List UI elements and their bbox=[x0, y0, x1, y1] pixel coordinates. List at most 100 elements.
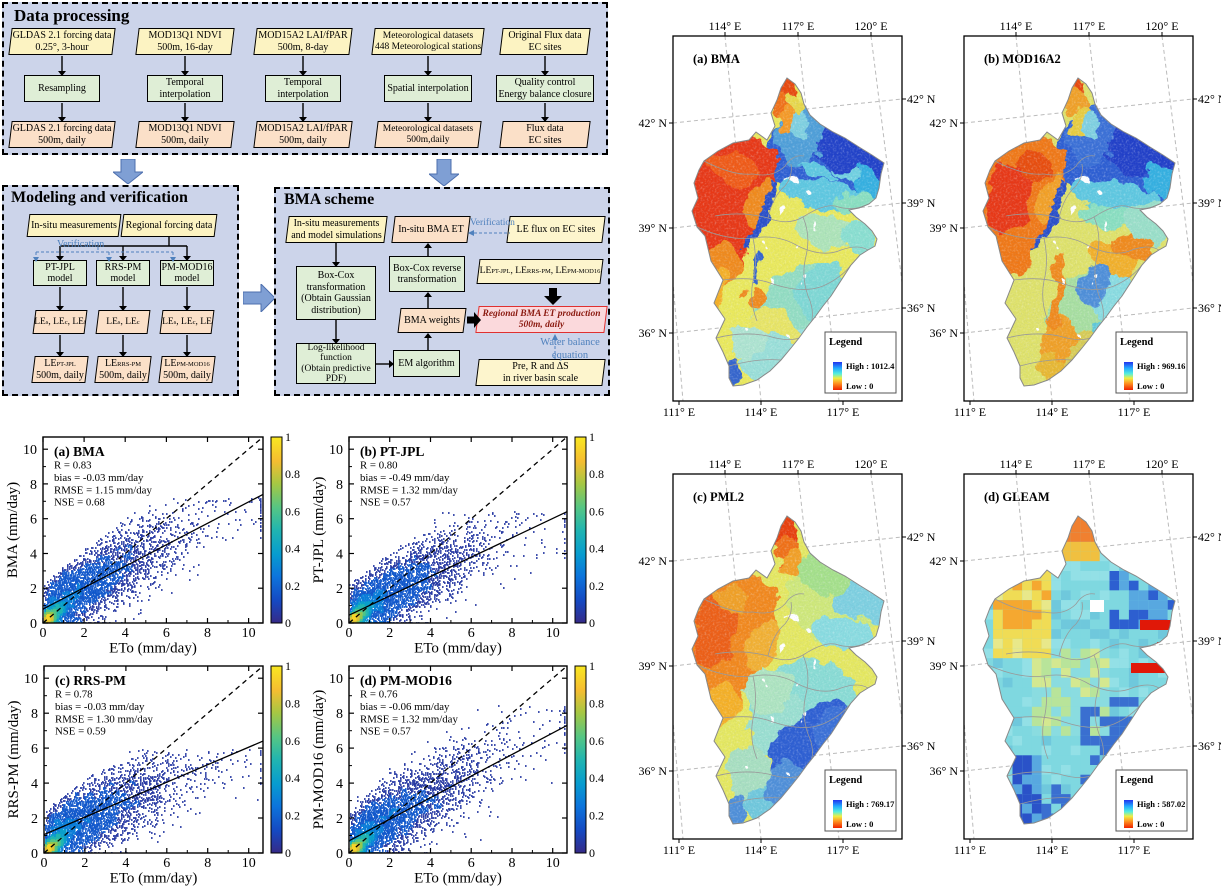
svg-text:High : 587.02: High : 587.02 bbox=[1137, 799, 1185, 809]
svg-text:2: 2 bbox=[31, 812, 38, 827]
svg-text:(c) PML2: (c) PML2 bbox=[693, 490, 744, 504]
svg-text:RMSE = 1.32 mm/day: RMSE = 1.32 mm/day bbox=[360, 713, 458, 725]
svg-text:36° N: 36° N bbox=[930, 764, 959, 778]
svg-text:8: 8 bbox=[204, 626, 211, 641]
svg-text:10: 10 bbox=[23, 443, 37, 458]
svg-text:6: 6 bbox=[336, 513, 343, 528]
svg-text:0.4: 0.4 bbox=[589, 771, 604, 785]
svg-text:Low : 0: Low : 0 bbox=[846, 819, 873, 829]
svg-text:(a) BMA: (a) BMA bbox=[693, 52, 740, 66]
svg-text:RMSE = 1.15 mm/day: RMSE = 1.15 mm/day bbox=[54, 484, 152, 496]
svg-text:0.4: 0.4 bbox=[285, 542, 300, 556]
svg-text:Legend: Legend bbox=[829, 337, 862, 348]
svg-text:1: 1 bbox=[589, 430, 595, 444]
svg-text:6: 6 bbox=[163, 856, 170, 871]
svg-text:0: 0 bbox=[336, 847, 343, 862]
svg-text:120° E: 120° E bbox=[1145, 19, 1178, 33]
svg-text:0.6: 0.6 bbox=[285, 504, 300, 518]
svg-text:39° N: 39° N bbox=[907, 196, 936, 210]
svg-text:Low : 0: Low : 0 bbox=[846, 381, 873, 391]
svg-text:2: 2 bbox=[336, 582, 343, 597]
svg-text:0: 0 bbox=[31, 847, 38, 862]
svg-text:ETo (mm/day): ETo (mm/day) bbox=[414, 871, 502, 886]
svg-text:0.8: 0.8 bbox=[285, 467, 300, 481]
svg-text:39° N: 39° N bbox=[930, 659, 959, 673]
svg-text:0.4: 0.4 bbox=[589, 542, 604, 556]
svg-text:2: 2 bbox=[30, 582, 37, 597]
svg-text:8: 8 bbox=[336, 478, 343, 493]
svg-text:0: 0 bbox=[41, 856, 48, 871]
svg-text:10: 10 bbox=[24, 672, 38, 687]
svg-text:0: 0 bbox=[346, 626, 353, 641]
svg-text:39° N: 39° N bbox=[930, 221, 959, 235]
svg-text:1: 1 bbox=[589, 659, 595, 673]
svg-text:114° E: 114° E bbox=[1036, 843, 1069, 857]
svg-text:ETo (mm/day): ETo (mm/day) bbox=[414, 641, 502, 657]
svg-text:10: 10 bbox=[546, 856, 560, 871]
svg-text:High : 769.17: High : 769.17 bbox=[846, 799, 895, 809]
svg-text:NSE = 0.57: NSE = 0.57 bbox=[360, 497, 411, 509]
svg-text:8: 8 bbox=[30, 478, 37, 493]
svg-text:6: 6 bbox=[31, 742, 38, 757]
svg-text:0: 0 bbox=[589, 846, 595, 860]
svg-text:1: 1 bbox=[285, 659, 291, 673]
svg-text:114° E: 114° E bbox=[1000, 457, 1033, 471]
svg-text:10: 10 bbox=[242, 856, 256, 871]
svg-text:39° N: 39° N bbox=[639, 221, 668, 235]
svg-text:ETo (mm/day): ETo (mm/day) bbox=[109, 641, 197, 657]
svg-text:10: 10 bbox=[242, 626, 256, 641]
svg-text:0.2: 0.2 bbox=[589, 579, 604, 593]
svg-text:8: 8 bbox=[204, 856, 211, 871]
svg-text:8: 8 bbox=[509, 626, 516, 641]
svg-text:0.8: 0.8 bbox=[285, 696, 300, 710]
svg-text:120° E: 120° E bbox=[854, 19, 887, 33]
svg-text:R = 0.83: R = 0.83 bbox=[54, 460, 92, 472]
svg-text:0.2: 0.2 bbox=[285, 579, 300, 593]
svg-text:0: 0 bbox=[30, 617, 37, 632]
svg-text:42° N: 42° N bbox=[1198, 530, 1221, 544]
svg-text:114° E: 114° E bbox=[745, 843, 778, 857]
svg-text:114° E: 114° E bbox=[1000, 19, 1033, 33]
svg-text:36° N: 36° N bbox=[930, 326, 959, 340]
svg-text:0.2: 0.2 bbox=[589, 809, 604, 823]
svg-text:High : 1012.4: High : 1012.4 bbox=[846, 361, 895, 371]
svg-text:6: 6 bbox=[336, 742, 343, 757]
svg-text:117° E: 117° E bbox=[827, 843, 860, 857]
svg-text:2: 2 bbox=[336, 812, 343, 827]
svg-text:36° N: 36° N bbox=[907, 739, 936, 753]
svg-text:114° E: 114° E bbox=[745, 405, 778, 419]
svg-text:120° E: 120° E bbox=[1145, 457, 1178, 471]
svg-text:117° E: 117° E bbox=[827, 405, 860, 419]
svg-text:111° E: 111° E bbox=[954, 405, 986, 419]
svg-text:36° N: 36° N bbox=[907, 301, 936, 315]
svg-text:114° E: 114° E bbox=[1036, 405, 1069, 419]
svg-text:39° N: 39° N bbox=[907, 634, 936, 648]
svg-text:PT-JPL (mm/day): PT-JPL (mm/day) bbox=[311, 477, 327, 584]
svg-text:42° N: 42° N bbox=[1198, 92, 1221, 106]
svg-text:bias = -0.03 mm/day: bias = -0.03 mm/day bbox=[54, 472, 144, 484]
svg-text:1: 1 bbox=[285, 430, 291, 444]
svg-text:RMSE = 1.32 mm/day: RMSE = 1.32 mm/day bbox=[360, 484, 458, 496]
svg-text:4: 4 bbox=[122, 626, 129, 641]
svg-text:bias = -0.03 mm/day: bias = -0.03 mm/day bbox=[55, 701, 145, 713]
svg-text:39° N: 39° N bbox=[1198, 196, 1221, 210]
svg-text:8: 8 bbox=[336, 707, 343, 722]
svg-text:ETo (mm/day): ETo (mm/day) bbox=[110, 871, 198, 886]
svg-text:2: 2 bbox=[81, 626, 88, 641]
svg-text:High : 969.16: High : 969.16 bbox=[1137, 361, 1185, 371]
svg-text:6: 6 bbox=[468, 626, 475, 641]
svg-text:10: 10 bbox=[329, 672, 343, 687]
svg-text:117° E: 117° E bbox=[1073, 457, 1106, 471]
svg-text:117° E: 117° E bbox=[782, 457, 815, 471]
svg-text:RRS-PM (mm/day): RRS-PM (mm/day) bbox=[6, 701, 22, 819]
svg-text:10: 10 bbox=[546, 626, 560, 641]
svg-text:39° N: 39° N bbox=[1198, 634, 1221, 648]
svg-text:42° N: 42° N bbox=[930, 116, 959, 130]
svg-text:(b) MOD16A2: (b) MOD16A2 bbox=[984, 52, 1061, 66]
svg-text:2: 2 bbox=[81, 856, 88, 871]
svg-text:111° E: 111° E bbox=[663, 405, 695, 419]
svg-text:10: 10 bbox=[329, 443, 343, 458]
svg-text:Low : 0: Low : 0 bbox=[1137, 819, 1164, 829]
svg-text:42° N: 42° N bbox=[639, 116, 668, 130]
svg-text:6: 6 bbox=[30, 513, 37, 528]
